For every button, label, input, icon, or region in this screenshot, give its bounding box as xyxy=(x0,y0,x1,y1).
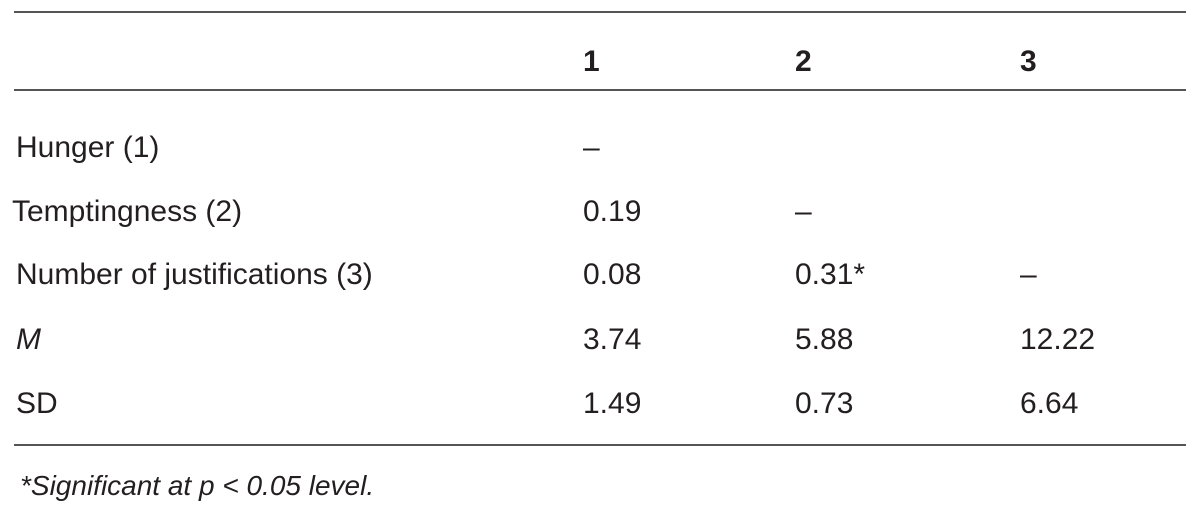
table-cell: 1.49 xyxy=(583,387,642,420)
table-footnote: *Significant at p < 0.05 level. xyxy=(20,470,375,501)
row-label: Temptingness (2) xyxy=(12,195,243,228)
bottom-rule xyxy=(14,444,1186,446)
table-cell: 5.88 xyxy=(795,323,854,356)
row-label: SD xyxy=(16,387,58,420)
header-rule xyxy=(14,89,1186,91)
column-header: 3 xyxy=(1020,45,1037,78)
row-label: M xyxy=(16,323,41,356)
table-cell: 0.31* xyxy=(795,258,866,291)
table-cell: – xyxy=(583,131,600,164)
table-cell: 0.73 xyxy=(795,387,854,420)
top-rule xyxy=(14,11,1186,13)
table-cell: 0.08 xyxy=(583,258,642,291)
row-label: Hunger (1) xyxy=(16,131,160,164)
table-cell: – xyxy=(795,195,812,228)
column-header: 2 xyxy=(795,45,812,78)
table-cell: 12.22 xyxy=(1020,323,1096,356)
row-label: Number of justifications (3) xyxy=(16,258,373,291)
table-cell: 3.74 xyxy=(583,323,642,356)
column-header: 1 xyxy=(583,45,600,78)
table-cell: 6.64 xyxy=(1020,387,1079,420)
table-cell: – xyxy=(1020,258,1037,291)
table-cell: 0.19 xyxy=(583,195,642,228)
